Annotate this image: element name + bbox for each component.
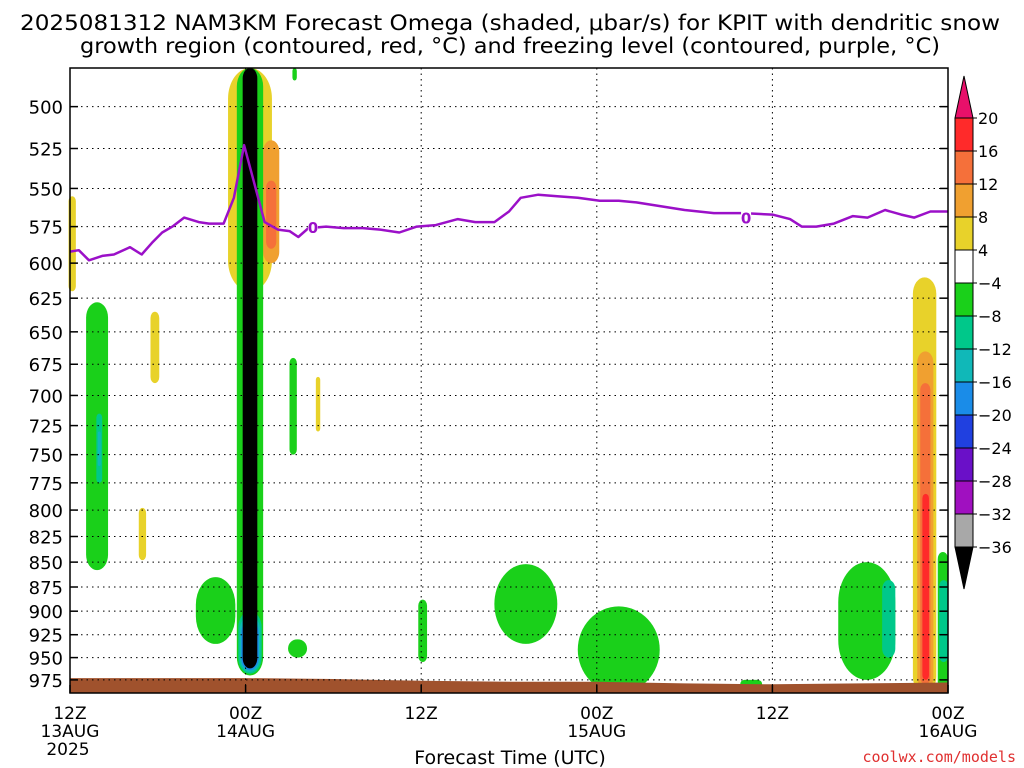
- colorbar-bin: [954, 315, 974, 350]
- colorbar-bin: [954, 216, 974, 251]
- colorbar-bin: [954, 480, 974, 515]
- colorbar: 20 16 12 8 4 −4 −8 −12 −16 −20 −24 −28 −32 −36: [954, 75, 1012, 590]
- y-tick-label: 900: [29, 602, 63, 623]
- freezing-level-label: 0: [308, 219, 318, 237]
- freezing-label-bg-1: [741, 210, 752, 225]
- colorbar-label: −32: [978, 505, 1012, 524]
- y-tick-label: 650: [29, 323, 63, 344]
- x-tick-label: 00Z: [229, 704, 262, 724]
- colorbar-bin: [954, 381, 974, 416]
- colorbar-top-arrow: [954, 75, 974, 119]
- x-tick-date: 16AUG: [919, 722, 978, 742]
- y-tick-label: 775: [29, 474, 63, 495]
- y-tick-label: 675: [29, 355, 63, 376]
- omega-region-16: [289, 357, 297, 455]
- colorbar-bin: [954, 282, 974, 317]
- y-tick-label: 575: [29, 218, 63, 239]
- colorbar-label: 12: [978, 175, 998, 194]
- surface-fill: [70, 678, 948, 693]
- y-tick-label: 725: [29, 417, 63, 438]
- x-tick-label: 00Z: [580, 704, 613, 724]
- y-tick-label: 550: [29, 179, 63, 200]
- omega-region-15: [292, 68, 297, 81]
- y-tick-label: 625: [29, 289, 63, 310]
- colorbar-bin: [954, 414, 974, 449]
- x-tick-label: 12Z: [756, 704, 789, 724]
- y-tick-label: 875: [29, 578, 63, 599]
- colorbar-bin: [954, 117, 974, 152]
- colorbar-label: −4: [978, 274, 1002, 293]
- omega-region-21: [577, 606, 660, 693]
- credit-label: coolwx.com/models: [862, 748, 1016, 766]
- omega-region-3: [97, 431, 101, 467]
- omega-region-24: [882, 580, 896, 658]
- colorbar-label: −24: [978, 439, 1012, 458]
- y-axis: 500 525 550 575 600 625 650 675 700 725 750 775 800 8…: [29, 98, 948, 692]
- y-tick-label: 850: [29, 553, 63, 574]
- colorbar-label: −28: [978, 472, 1012, 491]
- colorbar-label: 20: [978, 109, 998, 128]
- colorbar-label: −36: [978, 538, 1012, 557]
- freezing-level-label: 0: [741, 209, 751, 227]
- omega-region-30: [939, 580, 948, 663]
- x-tick-year: 2025: [46, 740, 89, 760]
- y-tick-label: 950: [29, 649, 63, 670]
- y-tick-label: 825: [29, 527, 63, 548]
- y-tick-label: 500: [29, 98, 63, 119]
- y-tick-label: 525: [29, 140, 63, 161]
- y-tick-label: 975: [29, 671, 63, 692]
- x-tick-label: 12Z: [53, 704, 86, 724]
- colorbar-label: −12: [978, 340, 1012, 359]
- x-tick-label: 12Z: [405, 704, 438, 724]
- omega-region-4: [150, 311, 160, 384]
- colorbar-bottom-arrow: [954, 546, 974, 590]
- surface-terrain: [70, 678, 948, 693]
- colorbar-label: −8: [978, 307, 1002, 326]
- colorbar-bin: [954, 348, 974, 383]
- chart-title-line1: 2025081312 NAM3KM Forecast Omega (shaded…: [20, 11, 1000, 35]
- y-tick-label: 925: [29, 626, 63, 647]
- y-tick-label: 700: [29, 386, 63, 407]
- omega-region-19: [418, 599, 428, 663]
- freezing-level-line: [69, 143, 948, 262]
- omega-region-28: [922, 493, 929, 680]
- chart-title-line2: growth region (contoured, red, °C) and f…: [80, 34, 940, 58]
- colorbar-label: −20: [978, 406, 1012, 425]
- omega-region-14: [242, 68, 258, 669]
- colorbar-label: −16: [978, 373, 1012, 392]
- colorbar-bin: [954, 447, 974, 482]
- y-tick-label: 750: [29, 446, 63, 467]
- x-axis-title: Forecast Time (UTC): [414, 747, 605, 768]
- omega-shading: [68, 68, 948, 693]
- colorbar-label: 8: [978, 208, 988, 227]
- freezing-level-contour: 00: [69, 143, 948, 262]
- y-tick-label: 600: [29, 254, 63, 275]
- omega-region-5: [138, 507, 147, 561]
- colorbar-bin: [954, 249, 974, 284]
- colorbar-bin: [954, 183, 974, 218]
- y-tick-label: 800: [29, 501, 63, 522]
- omega-region-9: [266, 180, 277, 249]
- omega-region-6: [195, 577, 236, 644]
- omega-region-23: [838, 562, 896, 680]
- omega-region-20: [494, 564, 558, 644]
- grid-lines: [70, 68, 948, 693]
- colorbar-label: 16: [978, 142, 998, 161]
- plot-frame: [69, 67, 949, 694]
- colorbar-label: 4: [978, 241, 988, 260]
- omega-region-17: [315, 376, 321, 432]
- colorbar-bin: [954, 513, 974, 548]
- x-tick-date: 15AUG: [567, 722, 626, 742]
- omega-region-18: [288, 639, 308, 658]
- plot-area: 00: [68, 67, 949, 694]
- x-tick-label: 00Z: [931, 704, 964, 724]
- x-tick-date: 14AUG: [216, 722, 275, 742]
- freezing-label-bg-0: [307, 220, 318, 235]
- x-tick-date: 13AUG: [41, 722, 100, 742]
- colorbar-bin: [954, 150, 974, 185]
